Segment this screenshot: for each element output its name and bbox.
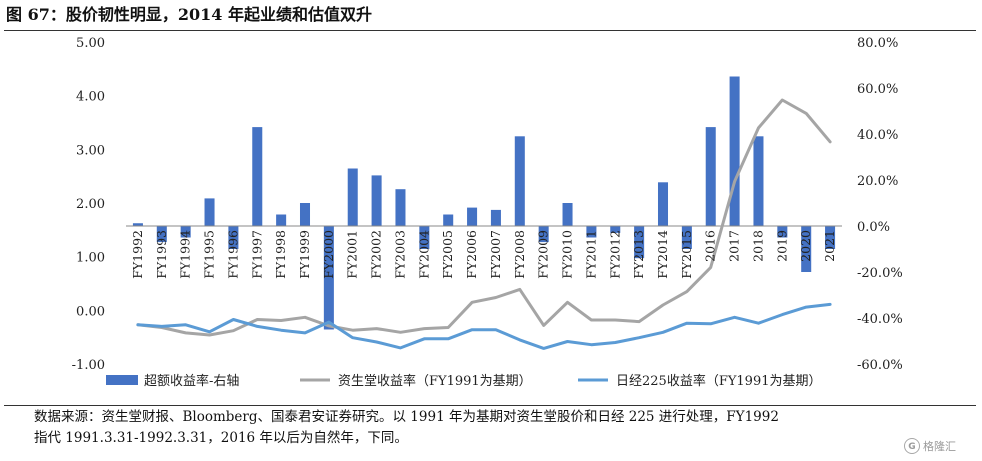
bar bbox=[753, 136, 764, 226]
category-label: 2020 bbox=[798, 230, 813, 262]
category-label: FY2005 bbox=[440, 230, 455, 279]
category-label: FY1996 bbox=[225, 230, 240, 279]
right-tick-label: -20.0% bbox=[857, 266, 903, 281]
watermark: G 格隆汇 bbox=[904, 435, 980, 457]
bar bbox=[228, 226, 239, 249]
category-label: FY2010 bbox=[560, 230, 575, 279]
category-label: FY1993 bbox=[154, 230, 169, 279]
right-tick-label: 20.0% bbox=[857, 174, 898, 189]
bar bbox=[299, 203, 311, 226]
category-label: FY2011 bbox=[583, 230, 598, 279]
bar bbox=[777, 226, 788, 238]
combo-chart: -1.00 0.00 1.00 2.00 3.00 4.00 5.00 -60.0% -40.… bbox=[72, 36, 903, 389]
bar bbox=[586, 226, 597, 238]
bar bbox=[156, 226, 167, 243]
legend-label: 资生堂收益率（FY1991为基期） bbox=[338, 373, 532, 389]
legend-label: 超额收益率-右轴 bbox=[144, 373, 239, 389]
category-label: FY2014 bbox=[655, 230, 670, 279]
legend-label: 日经225收益率（FY1991为基期） bbox=[616, 373, 822, 389]
bar bbox=[204, 198, 215, 226]
category-label: FY1998 bbox=[273, 230, 288, 279]
left-tick-label: -1.00 bbox=[72, 358, 105, 373]
left-tick-label: 3.00 bbox=[76, 143, 105, 158]
figure-title: 图 67：股价韧性明显，2014 年起业绩和估值双升 bbox=[6, 5, 372, 24]
category-label: FY1992 bbox=[130, 230, 145, 279]
right-tick-label: 0.0% bbox=[857, 220, 890, 235]
left-axis: -1.00 0.00 1.00 2.00 3.00 4.00 5.00 bbox=[72, 36, 105, 373]
category-label: 2017 bbox=[727, 230, 742, 262]
bar bbox=[681, 226, 692, 249]
category-label: FY1997 bbox=[249, 230, 264, 279]
category-label: FY2002 bbox=[369, 230, 384, 279]
category-label: FY2008 bbox=[512, 230, 527, 279]
source-rule bbox=[4, 405, 976, 406]
bar bbox=[514, 136, 525, 226]
bar bbox=[443, 214, 454, 226]
category-label: 2021 bbox=[822, 230, 837, 262]
category-label: FY2000 bbox=[321, 230, 336, 279]
category-label: FY2004 bbox=[416, 230, 431, 279]
bar bbox=[467, 207, 478, 226]
bar bbox=[323, 226, 334, 330]
bar bbox=[276, 214, 287, 226]
bar bbox=[252, 127, 263, 226]
bar bbox=[347, 168, 358, 226]
bar bbox=[132, 223, 143, 226]
right-tick-label: 40.0% bbox=[857, 128, 898, 143]
bar bbox=[562, 203, 573, 226]
legend: 超额收益率-右轴 资生堂收益率（FY1991为基期） 日经225收益率（FY1991… bbox=[106, 373, 822, 389]
left-tick-label: 5.00 bbox=[76, 36, 105, 51]
source-line-2: 指代 1991.3.31-1992.3.31，2016 年以后为自然年，下同。 bbox=[34, 430, 408, 446]
right-tick-label: -60.0% bbox=[857, 358, 903, 373]
category-label: FY2015 bbox=[679, 230, 694, 279]
watermark-text: 格隆汇 bbox=[923, 440, 956, 453]
right-tick-label: 80.0% bbox=[857, 36, 898, 51]
title-rule bbox=[4, 30, 976, 31]
legend-swatch-bar bbox=[106, 375, 138, 385]
category-label: FY2003 bbox=[392, 230, 407, 279]
category-label: FY2013 bbox=[631, 230, 646, 279]
left-tick-label: 1.00 bbox=[76, 251, 105, 266]
right-axis: -60.0% -40.0% -20.0% 0.0% 20.0% 40.0% 60.0% 80.… bbox=[857, 36, 903, 373]
category-label: FY1994 bbox=[178, 230, 193, 279]
watermark-logo-icon: G bbox=[904, 438, 920, 454]
category-label: 2019 bbox=[774, 230, 789, 262]
shiseido-return-line bbox=[136, 98, 832, 337]
category-label: FY1995 bbox=[202, 230, 217, 279]
bar bbox=[801, 226, 812, 272]
right-tick-label: -40.0% bbox=[857, 312, 903, 327]
line-series bbox=[136, 98, 832, 350]
bar bbox=[419, 226, 430, 249]
category-label: FY2001 bbox=[345, 230, 360, 279]
category-label: 2018 bbox=[750, 230, 765, 262]
left-tick-label: 2.00 bbox=[76, 197, 105, 212]
bar bbox=[371, 175, 382, 226]
source-line-1: 数据来源：资生堂财报、Bloomberg、国泰君安证券研究。以 1991 年为基… bbox=[34, 409, 779, 425]
bar bbox=[180, 226, 191, 238]
category-label: 2016 bbox=[703, 230, 718, 262]
left-tick-label: 0.00 bbox=[76, 304, 105, 319]
bar bbox=[538, 226, 549, 243]
category-label: FY2007 bbox=[488, 230, 503, 279]
category-label: FY1999 bbox=[297, 230, 312, 279]
category-label: FY2006 bbox=[464, 230, 479, 279]
category-label: FY2012 bbox=[607, 230, 622, 279]
bar bbox=[705, 127, 716, 226]
category-label: FY2009 bbox=[536, 230, 551, 279]
category-labels: FY1992 FY1993 FY1994 FY1995 FY1996 FY1997 FY19… bbox=[130, 230, 837, 279]
bar bbox=[825, 226, 836, 249]
bar bbox=[490, 209, 501, 226]
source-note: 数据来源：资生堂财报、Bloomberg、国泰君安证券研究。以 1991 年为基… bbox=[34, 407, 944, 449]
bar bbox=[657, 182, 669, 226]
left-tick-label: 4.00 bbox=[76, 90, 105, 105]
bar-series bbox=[132, 76, 836, 330]
bar bbox=[395, 189, 406, 226]
bar bbox=[634, 226, 645, 259]
bar bbox=[610, 226, 621, 233]
bar bbox=[729, 76, 740, 226]
nikkei-return-line bbox=[136, 302, 832, 350]
right-tick-label: 60.0% bbox=[857, 82, 898, 97]
